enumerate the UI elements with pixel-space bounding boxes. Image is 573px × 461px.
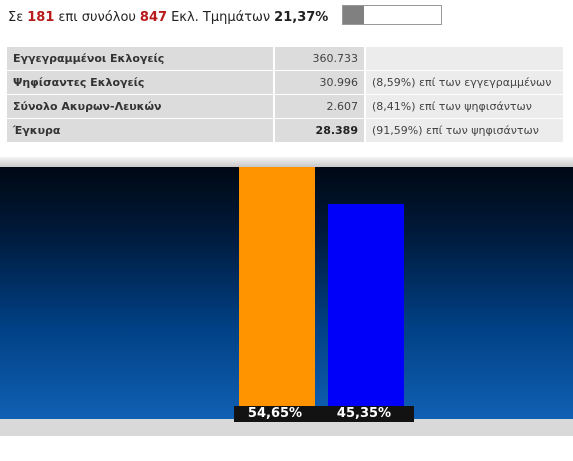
stat-value: 28.389 xyxy=(273,118,365,143)
bar-value-label: 54,65% xyxy=(247,406,303,421)
stat-label: Εγγεγραμμένοι Εκλογείς xyxy=(7,47,274,71)
table-row: Έγκυρα 28.389 (91,59%) επί των ψηφισάντω… xyxy=(7,118,563,143)
stat-value: 30.996 xyxy=(273,70,365,95)
table-row: Ψηφίσαντες Εκλογείς 30.996 (8,59%) επί τ… xyxy=(7,70,563,95)
total-sections: 847 xyxy=(139,9,168,25)
bar-value-label: 45,35% xyxy=(336,406,392,421)
counted-sections: 181 xyxy=(27,9,55,25)
stat-note xyxy=(364,47,563,71)
chart-bottom-band xyxy=(0,419,573,436)
chart-top-shadow xyxy=(0,157,573,167)
table-row: Σύνολο Ακυρων-Λευκών 2.607 (8,41%) επί τ… xyxy=(7,94,563,119)
progress-prefix: Σε xyxy=(8,9,24,25)
stat-note: (8,41%) επί των ψηφισάντων xyxy=(364,94,563,119)
results-bar-chart xyxy=(0,167,573,419)
progress-bar-fill xyxy=(343,6,364,24)
voter-stats-table: Εγγεγραμμένοι Εκλογείς 360.733 Ψηφίσαντε… xyxy=(7,47,563,143)
progress-bar xyxy=(342,5,442,25)
progress-suffix: Εκλ. Τμημάτων xyxy=(171,9,271,25)
stat-label: Έγκυρα xyxy=(7,118,274,143)
stat-note: (8,59%) επί των εγγεγραμμένων xyxy=(364,70,563,95)
progress-middle: επι συνόλου xyxy=(58,9,136,25)
stat-label: Ψηφίσαντες Εκλογείς xyxy=(7,70,274,95)
bar-1 xyxy=(239,167,315,406)
stat-value: 2.607 xyxy=(273,94,365,119)
stat-note: (91,59%) επί των ψηφισάντων xyxy=(364,118,563,143)
table-row: Εγγεγραμμένοι Εκλογείς 360.733 xyxy=(7,47,563,71)
percent-label-strip xyxy=(234,406,414,422)
progress-percent: 21,37% xyxy=(274,9,329,25)
stat-value: 360.733 xyxy=(273,47,365,71)
stat-label: Σύνολο Ακυρων-Λευκών xyxy=(7,94,274,119)
bar-2 xyxy=(328,204,404,406)
counting-progress-text: Σε 181 επι συνόλου 847 Εκλ. Τμημάτων 21,… xyxy=(8,8,328,26)
